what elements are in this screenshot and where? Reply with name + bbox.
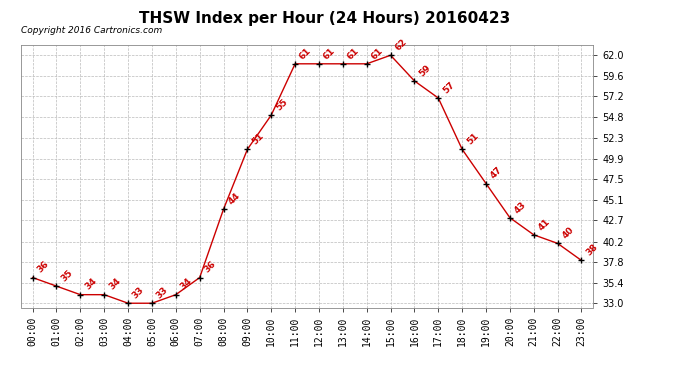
Text: 61: 61 [346, 46, 361, 61]
Text: 34: 34 [179, 277, 194, 292]
Text: 38: 38 [584, 243, 600, 258]
Text: 36: 36 [202, 260, 217, 275]
Text: 62: 62 [393, 37, 408, 52]
Text: 41: 41 [537, 217, 552, 232]
Text: 44: 44 [226, 191, 242, 206]
Text: 35: 35 [59, 268, 75, 284]
Text: Copyright 2016 Cartronics.com: Copyright 2016 Cartronics.com [21, 26, 162, 35]
Text: 43: 43 [513, 200, 528, 215]
Text: 36: 36 [35, 260, 50, 275]
Text: 47: 47 [489, 165, 504, 181]
Text: 61: 61 [322, 46, 337, 61]
Text: 61: 61 [369, 46, 385, 61]
Text: 33: 33 [131, 285, 146, 300]
Text: 33: 33 [155, 285, 170, 300]
Text: 34: 34 [83, 277, 99, 292]
Text: 57: 57 [441, 80, 456, 95]
Text: 55: 55 [274, 97, 289, 112]
Text: THSW Index per Hour (24 Hours) 20160423: THSW Index per Hour (24 Hours) 20160423 [139, 11, 510, 26]
Text: 61: 61 [298, 46, 313, 61]
Text: 34: 34 [107, 277, 122, 292]
Text: THSW  (°F): THSW (°F) [600, 22, 660, 32]
Text: 59: 59 [417, 63, 433, 78]
Text: 51: 51 [465, 131, 480, 147]
Text: 40: 40 [560, 225, 575, 241]
Text: 51: 51 [250, 131, 266, 147]
